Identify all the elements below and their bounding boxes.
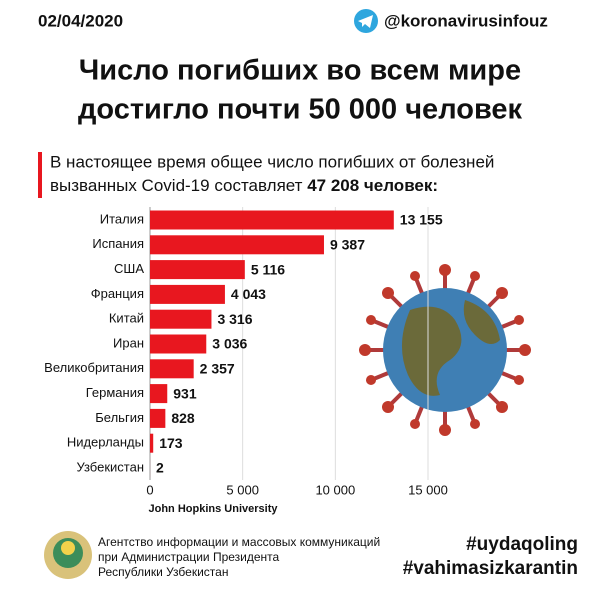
bar bbox=[150, 235, 324, 255]
y-tick-label: Китай bbox=[109, 311, 144, 326]
y-tick-label: Германия bbox=[86, 385, 144, 400]
y-tick-label: Бельгия bbox=[95, 410, 144, 425]
value-label: 13 155 bbox=[400, 212, 443, 228]
bar bbox=[150, 384, 168, 404]
value-label: 5 116 bbox=[251, 261, 285, 277]
value-label: 931 bbox=[173, 385, 197, 401]
hashtag: #uydaqoling bbox=[466, 534, 578, 555]
value-label: 3 316 bbox=[217, 311, 252, 327]
date: 02/04/2020 bbox=[38, 11, 123, 30]
value-label: 4 043 bbox=[231, 286, 266, 302]
bar bbox=[150, 334, 207, 354]
y-tick-label: Италия bbox=[100, 211, 144, 226]
value-label: 828 bbox=[171, 410, 195, 426]
y-tick-label: Великобритания bbox=[44, 360, 144, 375]
emblem bbox=[44, 531, 92, 579]
x-tick-label: 5 000 bbox=[226, 482, 259, 497]
agency-line: Республики Узбекистан bbox=[98, 565, 228, 579]
bar bbox=[150, 284, 225, 304]
bar bbox=[150, 359, 194, 379]
handle: @koronavirusinfouz bbox=[384, 11, 548, 30]
y-tick-label: Испания bbox=[92, 236, 144, 251]
bar bbox=[150, 210, 394, 230]
bar bbox=[150, 260, 245, 280]
y-tick-label: Узбекистан bbox=[76, 459, 144, 474]
title-line: достигло почти 50 000 человек bbox=[78, 94, 523, 126]
subtitle-emphasis: 47 208 человек: bbox=[307, 176, 438, 195]
y-tick-label: США bbox=[114, 261, 144, 276]
bar bbox=[150, 433, 154, 453]
virus-globe bbox=[359, 264, 531, 436]
x-tick-label: 10 000 bbox=[315, 482, 355, 497]
value-label: 9 387 bbox=[330, 237, 365, 253]
y-tick-label: Франция bbox=[91, 286, 144, 301]
agency-line: Агентство информации и массовых коммуник… bbox=[98, 535, 380, 549]
agency-line: при Администрации Президента bbox=[98, 550, 280, 564]
y-tick-label: Нидерланды bbox=[67, 435, 144, 450]
x-tick-label: 15 000 bbox=[408, 482, 448, 497]
bar bbox=[150, 309, 212, 329]
subtitle-line: В настоящее время общее число погибших о… bbox=[50, 152, 494, 171]
subtitle-text: вызванных Covid-19 составляет bbox=[50, 176, 303, 195]
bar bbox=[150, 408, 166, 428]
value-label: 173 bbox=[159, 435, 183, 451]
source: John Hopkins University bbox=[149, 503, 279, 515]
subtitle-line: вызванных Covid-19 составляет 47 208 чел… bbox=[50, 176, 438, 195]
y-tick-label: Иран bbox=[113, 335, 144, 350]
value-label: 2 357 bbox=[200, 361, 235, 377]
value-label: 3 036 bbox=[212, 336, 247, 352]
hashtag: #vahimasizkarantin bbox=[403, 558, 578, 579]
title-line: Число погибших во всем мире bbox=[79, 55, 521, 87]
value-label: 2 bbox=[156, 460, 164, 476]
x-tick-label: 0 bbox=[146, 482, 153, 497]
accent-bar bbox=[38, 152, 42, 198]
bar-chart: 0 5 000 10 000 15 000 Италия 13 155 Испания 9 3… bbox=[44, 207, 448, 497]
telegram-icon bbox=[354, 9, 378, 33]
